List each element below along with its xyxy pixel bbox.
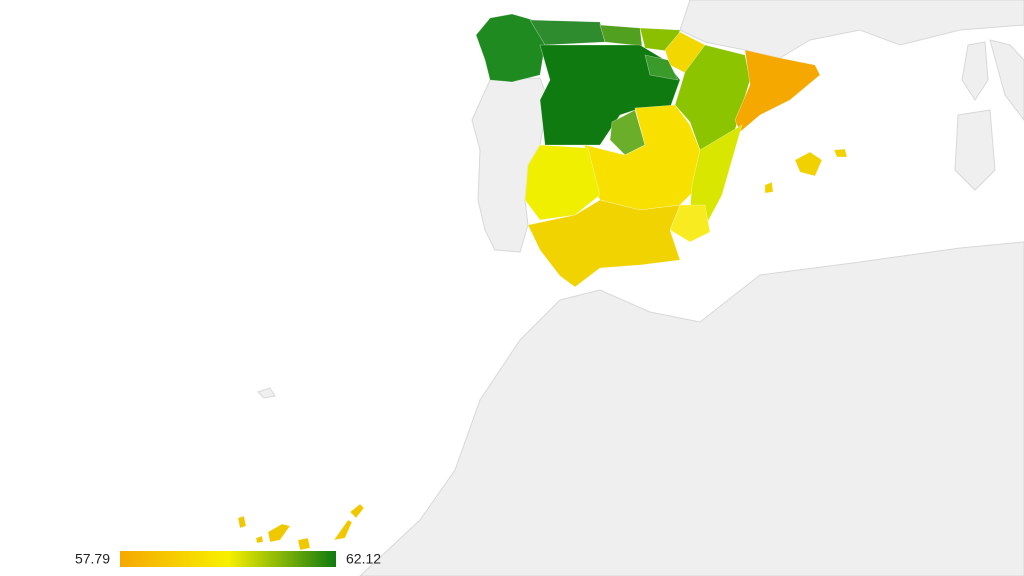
region xyxy=(349,503,365,519)
region xyxy=(794,151,823,177)
background-land xyxy=(257,0,1024,576)
sardinia xyxy=(954,109,996,191)
region xyxy=(764,181,774,194)
region xyxy=(237,515,247,529)
regions xyxy=(237,13,848,551)
region xyxy=(297,537,311,551)
island xyxy=(257,387,276,399)
region xyxy=(734,49,821,133)
italy xyxy=(989,39,1024,121)
region xyxy=(539,44,681,146)
region xyxy=(524,144,601,221)
region xyxy=(689,124,743,226)
corsica xyxy=(961,41,989,101)
region xyxy=(527,199,681,288)
region xyxy=(333,519,353,541)
region xyxy=(599,24,643,47)
legend: 57.79 62.12 xyxy=(75,551,381,567)
canary-islands xyxy=(237,503,365,551)
region xyxy=(267,523,291,543)
france xyxy=(679,0,1024,59)
region xyxy=(255,535,264,544)
region xyxy=(644,54,679,81)
legend-gradient xyxy=(120,551,336,567)
region xyxy=(833,148,848,158)
africa xyxy=(359,241,1024,576)
legend-min-label: 57.79 xyxy=(75,551,110,567)
region xyxy=(475,13,546,83)
legend-max-label: 62.12 xyxy=(346,551,381,567)
